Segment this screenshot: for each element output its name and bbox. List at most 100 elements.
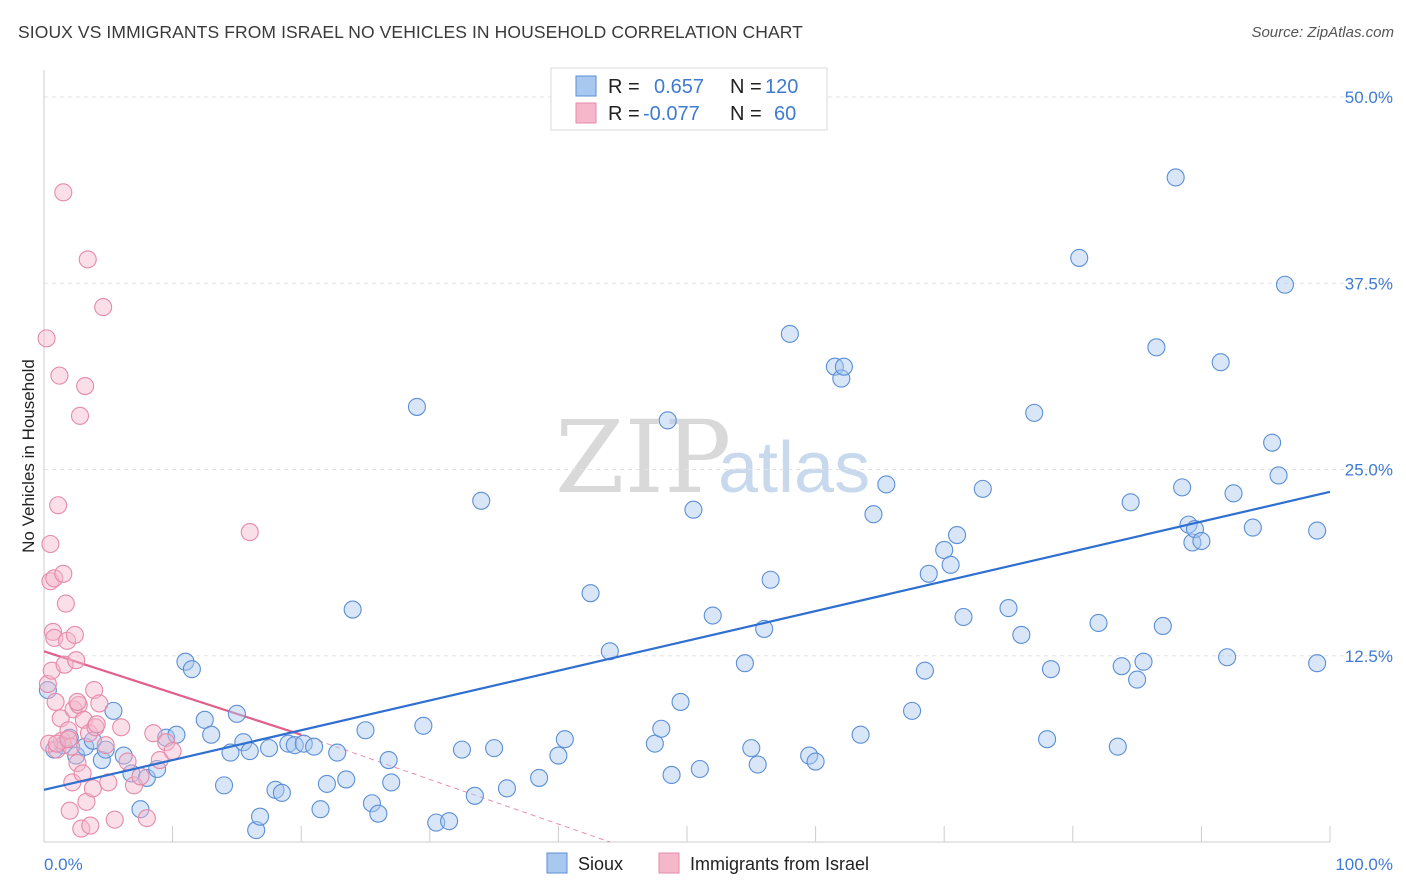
sioux-point (658, 411, 677, 430)
watermark-atlas: atlas (718, 428, 870, 508)
y-tick-label: 50.0% (1345, 88, 1393, 107)
israel-point (118, 752, 137, 771)
israel-point (112, 718, 131, 737)
israel-bottom-swatch (658, 852, 680, 874)
sioux-point (337, 770, 356, 789)
x-tick-label-max: 100.0% (1335, 855, 1393, 874)
sioux-point (96, 740, 115, 759)
sioux-point (832, 369, 851, 388)
sioux-point (1218, 648, 1237, 667)
israel-point (56, 594, 75, 613)
sioux-point (877, 475, 896, 494)
grid-lines (44, 96, 1393, 657)
legend-sioux-n: 120 (765, 76, 798, 98)
sioux-point (382, 773, 401, 792)
sioux-point (227, 704, 246, 723)
sioux-point (356, 721, 375, 740)
israel-point (55, 655, 74, 674)
israel-point (60, 801, 79, 820)
sioux-point (182, 660, 201, 679)
sioux-point (1153, 616, 1172, 636)
israel-trend-extension (301, 734, 611, 843)
sioux-point (92, 750, 111, 770)
sioux-point (311, 800, 330, 819)
sioux-point (1308, 521, 1327, 540)
sioux-point (919, 564, 938, 583)
sioux-point (369, 804, 388, 823)
israel-point (144, 724, 163, 743)
sioux-point (1147, 338, 1166, 357)
sioux-point (684, 500, 703, 519)
israel-point (137, 809, 156, 828)
sioux-point (294, 734, 313, 753)
israel-point (38, 675, 57, 694)
sioux-point (530, 768, 549, 787)
sioux-point (240, 742, 259, 761)
israel-point (68, 753, 87, 773)
legend-israel-n: 60 (774, 103, 796, 125)
israel-point (90, 694, 109, 713)
y-tick-label: 12.5% (1345, 647, 1393, 666)
israel-legend-label: Immigrants from Israel (690, 854, 869, 874)
israel-point (47, 734, 66, 753)
israel-point (105, 810, 124, 829)
sioux-point (1089, 613, 1108, 633)
legend-r-label: R = (608, 103, 640, 125)
israel-trend (43, 650, 611, 843)
israel-point (41, 534, 60, 554)
israel-trend-line (43, 650, 302, 736)
sioux-point (465, 786, 484, 805)
sioux-point (902, 701, 922, 720)
sioux-point (999, 599, 1018, 618)
sioux-point (806, 752, 825, 771)
israel-point (37, 329, 56, 348)
sioux-point (1183, 533, 1202, 552)
sioux-point (1108, 737, 1127, 756)
sioux-point (214, 776, 234, 795)
israel-point (45, 569, 64, 588)
chart-source: Source: ZipAtlas.com (1251, 24, 1394, 41)
sioux-point (1070, 248, 1089, 267)
sioux-point (485, 739, 504, 758)
legend-n-label: N = (730, 103, 762, 125)
sioux-point (247, 821, 266, 840)
israel-point (46, 692, 65, 711)
israel-point (61, 737, 81, 756)
sioux-point (1224, 484, 1243, 503)
sioux-point (1243, 518, 1262, 537)
sioux-point (343, 600, 362, 619)
israel-point (59, 730, 78, 749)
israel-point (68, 692, 87, 711)
sioux-point (362, 794, 381, 813)
stats-legend-box (550, 67, 828, 131)
sioux-point (328, 743, 347, 762)
israel-point (124, 776, 144, 795)
sioux-point (497, 779, 517, 798)
sioux-point (104, 701, 123, 720)
y-tick-labels: 12.5% 25.0% 37.5% 50.0% (1345, 88, 1393, 666)
israel-point (65, 625, 84, 644)
sioux-point (440, 812, 459, 831)
israel-point (85, 680, 104, 700)
sioux-point (948, 526, 967, 545)
sioux-point (1128, 670, 1147, 689)
sioux-point (954, 607, 973, 627)
israel-point (67, 651, 86, 670)
series-legend: Sioux Immigrants from Israel (546, 852, 869, 874)
israel-point (43, 622, 63, 641)
sioux-point (1211, 353, 1230, 372)
sioux-point (472, 491, 491, 510)
sioux-point (452, 740, 472, 759)
sioux-points (38, 168, 1327, 840)
sioux-point (1112, 657, 1131, 676)
israel-point (87, 715, 106, 734)
israel-point (54, 564, 73, 583)
israel-point (50, 366, 69, 385)
israel-point (40, 734, 59, 753)
sioux-point (851, 725, 870, 744)
sioux-point (742, 739, 761, 758)
sioux-trend (43, 490, 1331, 791)
israel-point (240, 523, 259, 542)
sioux-point (131, 800, 150, 819)
sioux-point (935, 540, 954, 560)
